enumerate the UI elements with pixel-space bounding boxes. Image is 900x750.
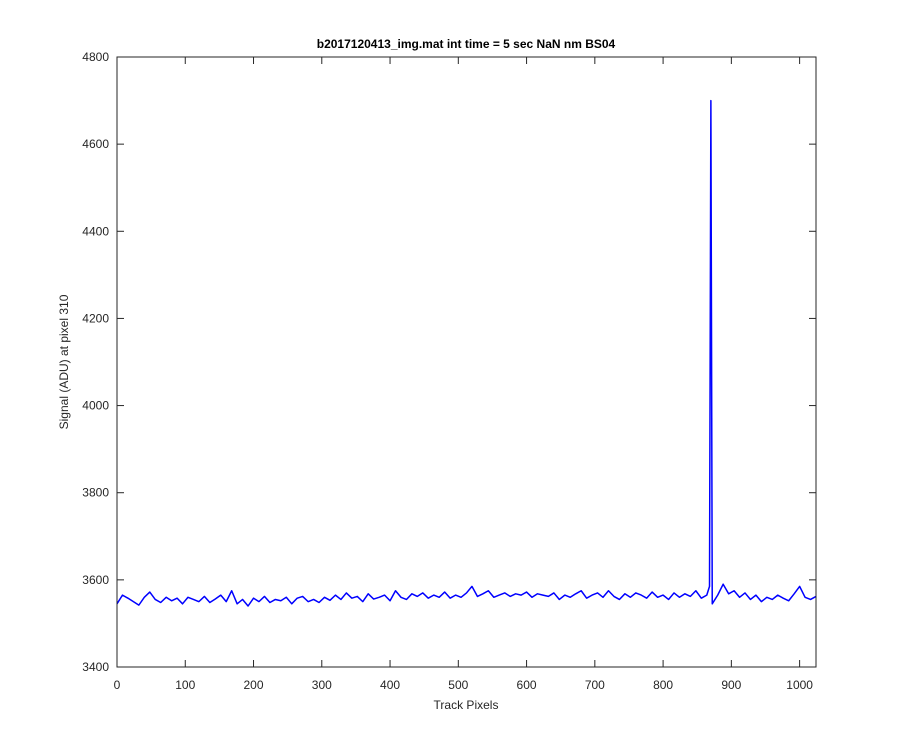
x-tick-label: 200 xyxy=(244,678,264,692)
y-tick-label: 4600 xyxy=(82,137,109,151)
y-tick-label: 3600 xyxy=(82,573,109,587)
x-tick-label: 900 xyxy=(721,678,741,692)
y-tick-label: 3400 xyxy=(82,660,109,674)
y-tick-label: 4800 xyxy=(82,50,109,64)
y-axis-label: Signal (ADU) at pixel 310 xyxy=(57,294,71,429)
x-tick-label: 1000 xyxy=(786,678,813,692)
x-tick-label: 800 xyxy=(653,678,673,692)
x-tick-label: 300 xyxy=(312,678,332,692)
x-tick-label: 0 xyxy=(114,678,121,692)
axes-box xyxy=(116,56,817,668)
y-tick-label: 4200 xyxy=(82,311,109,325)
y-tick-label: 3800 xyxy=(82,486,109,500)
x-tick-label: 600 xyxy=(517,678,537,692)
x-axis-label: Track Pixels xyxy=(434,698,499,712)
x-tick-label: 100 xyxy=(175,678,195,692)
y-tick-label: 4000 xyxy=(82,399,109,413)
x-tick-label: 500 xyxy=(448,678,468,692)
y-tick-label: 4400 xyxy=(82,224,109,238)
x-tick-label: 700 xyxy=(585,678,605,692)
x-tick-label: 400 xyxy=(380,678,400,692)
data-line xyxy=(116,99,817,607)
chart-title: b2017120413_img.mat int time = 5 sec NaN… xyxy=(317,37,616,51)
